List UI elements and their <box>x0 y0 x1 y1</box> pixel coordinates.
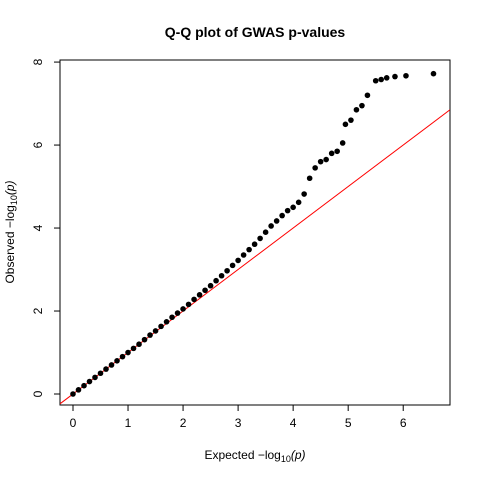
point <box>108 362 115 368</box>
point <box>119 353 126 360</box>
x-tick-label: 5 <box>345 416 352 430</box>
point <box>240 252 247 258</box>
point <box>262 229 269 235</box>
point <box>97 370 104 377</box>
x-label-suffix: (p) <box>291 448 306 462</box>
x-tick-label: 6 <box>400 416 407 430</box>
point <box>273 218 280 224</box>
y-tick-label: 8 <box>31 58 45 65</box>
point <box>348 117 354 123</box>
point <box>180 306 186 312</box>
point <box>169 314 175 321</box>
point <box>284 207 291 214</box>
point <box>114 358 120 364</box>
point <box>268 223 274 229</box>
point <box>185 301 192 308</box>
point <box>317 158 324 165</box>
point <box>191 296 197 303</box>
point <box>147 332 153 338</box>
point <box>174 310 181 316</box>
point <box>328 150 335 157</box>
point <box>224 267 230 274</box>
x-tick-label: 1 <box>125 416 132 430</box>
plot-frame <box>59 59 451 406</box>
point <box>81 382 87 389</box>
x-tick-label: 3 <box>235 416 242 430</box>
point <box>207 282 214 289</box>
point <box>86 378 93 385</box>
x-tick-label: 4 <box>290 416 297 430</box>
point <box>213 277 219 284</box>
point <box>403 72 409 79</box>
point <box>334 148 340 155</box>
point <box>323 156 329 163</box>
x-label-text: Expected −log <box>204 448 280 462</box>
point <box>103 366 109 372</box>
point <box>130 345 137 352</box>
point <box>218 272 225 279</box>
chart-title: Q-Q plot of GWAS p-values <box>165 24 346 40</box>
point <box>339 140 346 146</box>
point <box>75 387 82 393</box>
point <box>430 70 437 77</box>
point <box>364 92 371 99</box>
point <box>202 287 208 294</box>
point <box>306 175 313 182</box>
point <box>196 292 203 298</box>
y-label-suffix: (p) <box>3 180 17 195</box>
point <box>229 262 236 269</box>
y-label-sub: 10 <box>9 195 19 205</box>
point <box>342 121 349 128</box>
point <box>295 199 302 206</box>
point <box>378 76 385 83</box>
point <box>70 391 76 397</box>
x-axis-label: Expected −log10(p) <box>204 448 305 464</box>
x-label-sub: 10 <box>281 454 291 464</box>
point <box>246 246 252 253</box>
point <box>251 241 258 248</box>
point <box>312 165 318 171</box>
point <box>353 106 360 113</box>
point <box>163 319 170 325</box>
point <box>372 77 379 84</box>
x-tick-label: 2 <box>180 416 187 430</box>
reference-line <box>60 109 450 405</box>
point <box>279 212 285 219</box>
y-label-text: Observed −log <box>3 205 17 283</box>
point <box>152 328 159 334</box>
point <box>301 191 307 197</box>
point <box>141 336 148 343</box>
point <box>383 75 390 81</box>
y-tick-label: 2 <box>31 307 45 314</box>
y-axis-label: Observed −log10(p) <box>3 180 19 283</box>
point <box>92 374 98 381</box>
point <box>257 235 263 242</box>
x-tick-label: 0 <box>70 416 77 430</box>
point <box>392 73 398 80</box>
point <box>158 323 164 330</box>
point <box>136 341 142 348</box>
y-tick-label: 4 <box>31 224 45 231</box>
point <box>290 204 296 211</box>
point <box>125 349 131 356</box>
point <box>235 257 241 264</box>
y-tick-label: 0 <box>31 390 45 397</box>
y-tick-label: 6 <box>31 141 45 148</box>
point <box>359 102 365 109</box>
